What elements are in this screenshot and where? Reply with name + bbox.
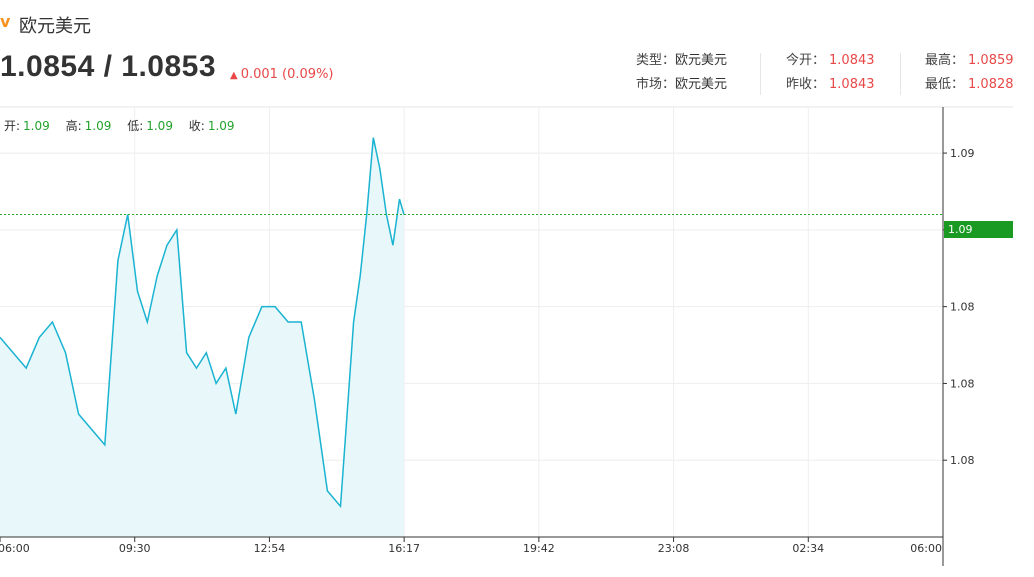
y-tick-label: 1.08 bbox=[950, 301, 975, 314]
price-area-fill bbox=[0, 137, 404, 537]
stat-value: 1.0828 bbox=[968, 77, 1014, 92]
ohlc-high-value: 1.09 bbox=[84, 119, 112, 133]
stat-high: 最高： 1.0859 bbox=[925, 52, 1014, 76]
bid-ask-price: 1.0854 / 1.0853 bbox=[0, 50, 217, 83]
stat-value: 1.0843 bbox=[829, 53, 875, 68]
stat-value: 欧元美元 bbox=[675, 53, 728, 68]
divider bbox=[760, 53, 761, 95]
x-tick-label: 06:00 bbox=[0, 542, 30, 555]
price-change-value: 0.001 (0.09%) bbox=[240, 67, 334, 82]
stats-col-3: 最高： 1.0859 最低： 1.0828 bbox=[925, 52, 1014, 100]
stat-value: 1.0843 bbox=[829, 77, 875, 92]
ohlc-open-value: 1.09 bbox=[23, 119, 50, 133]
up-arrow-icon: ▲ bbox=[230, 70, 238, 81]
y-tick-label: 1.08 bbox=[950, 377, 975, 390]
ohlc-close-value: 1.09 bbox=[207, 119, 235, 133]
x-tick-label: 16:17 bbox=[388, 542, 420, 555]
divider bbox=[900, 53, 901, 95]
price-line bbox=[0, 137, 405, 509]
ohlc-open-label: 开: bbox=[4, 119, 21, 133]
x-tick-label: 19:42 bbox=[523, 542, 555, 555]
stat-prev-close: 昨收： 1.0843 bbox=[786, 76, 875, 100]
stat-market: 市场：欧元美元 bbox=[636, 76, 727, 100]
stat-value: 1.0859 bbox=[968, 53, 1014, 68]
x-tick-label: 09:30 bbox=[119, 542, 151, 555]
stat-label: 昨收： bbox=[786, 77, 826, 92]
ohlc-close-label: 收: bbox=[188, 119, 205, 133]
x-tick-label: 02:34 bbox=[792, 542, 824, 555]
stat-label: 今开： bbox=[786, 53, 826, 68]
x-tick-label: 12:54 bbox=[254, 542, 286, 555]
stat-label: 最高： bbox=[925, 53, 965, 68]
y-tick-label: 1.08 bbox=[950, 454, 975, 467]
last-price-tag: 1.09 bbox=[944, 221, 1013, 238]
price-change: ▲ 0.001 (0.09%) bbox=[230, 67, 334, 82]
ohlc-low-value: 1.09 bbox=[146, 119, 173, 133]
ohlc-bar: 开: 1.09 高: 1.09 低: 1.09 收: 1.09 bbox=[4, 117, 247, 134]
stat-label: 最低： bbox=[925, 77, 965, 92]
stat-label: 市场： bbox=[636, 77, 676, 92]
ohlc-high-label: 高: bbox=[65, 119, 82, 133]
y-tick-label: 1.09 bbox=[950, 147, 975, 160]
stats-col-2: 今开： 1.0843 昨收： 1.0843 bbox=[786, 52, 875, 100]
stat-type: 类型：欧元美元 bbox=[636, 52, 727, 76]
stat-value: 欧元美元 bbox=[675, 77, 728, 92]
instrument-title: 欧元美元 bbox=[19, 16, 91, 37]
ohlc-low-label: 低: bbox=[127, 119, 144, 133]
x-tick-label: 06:00 bbox=[910, 542, 942, 555]
chart-trend-icon: v bbox=[0, 12, 11, 31]
stat-open: 今开： 1.0843 bbox=[786, 52, 875, 76]
stat-low: 最低： 1.0828 bbox=[925, 76, 1014, 100]
stats-col-1: 类型：欧元美元 市场：欧元美元 bbox=[636, 52, 727, 100]
stat-label: 类型： bbox=[636, 53, 676, 68]
x-tick-label: 23:08 bbox=[658, 542, 690, 555]
